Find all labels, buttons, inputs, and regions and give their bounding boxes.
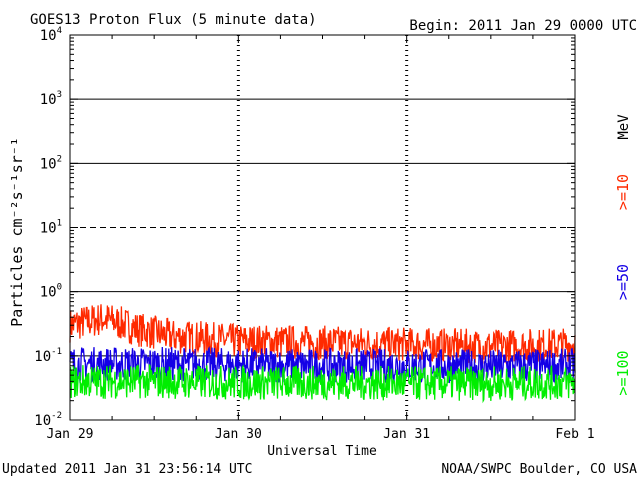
y-tick-label: 102 [40,154,62,172]
y-tick-label: 101 [40,219,62,237]
series-line-ge100 [69,364,576,404]
y-tick-label: 100 [40,283,62,301]
series-layer [69,304,576,404]
y-axis-ticks: 104 103 102 101 100 10-1 10-2 [34,26,575,429]
y-tick-label: 103 [40,90,62,108]
y-tick-label: 104 [40,26,62,44]
x-axis-label: Universal Time [267,444,377,459]
legend-ge50: >=50 [614,264,632,300]
updated-timestamp: Updated 2011 Jan 31 23:56:14 UTC [2,462,252,477]
x-tick-label: Jan 30 [215,427,262,442]
x-tick-label: Jan 29 [47,427,94,442]
y-tick-label: 10-2 [34,411,62,429]
source-credit: NOAA/SWPC Boulder, CO USA [441,462,637,477]
x-tick-label: Feb 1 [555,427,594,442]
x-tick-label: Jan 31 [383,427,430,442]
series-line-ge50 [69,345,576,384]
legend-ge100: >=100 [614,350,632,395]
legend-ge10: >=10 [614,174,632,210]
y-axis-label: Particles cm⁻²s⁻¹sr⁻¹ [8,137,26,327]
y-tick-label: 10-1 [34,347,62,365]
series-line-ge10 [69,304,576,364]
begin-time: Begin: 2011 Jan 29 0000 UTC [409,18,637,34]
chart-title: GOES13 Proton Flux (5 minute data) [30,12,317,28]
x-axis-ticks: Jan 29 Jan 30 Jan 31 Feb 1 [47,35,595,442]
unit-label: MeV [616,114,632,140]
